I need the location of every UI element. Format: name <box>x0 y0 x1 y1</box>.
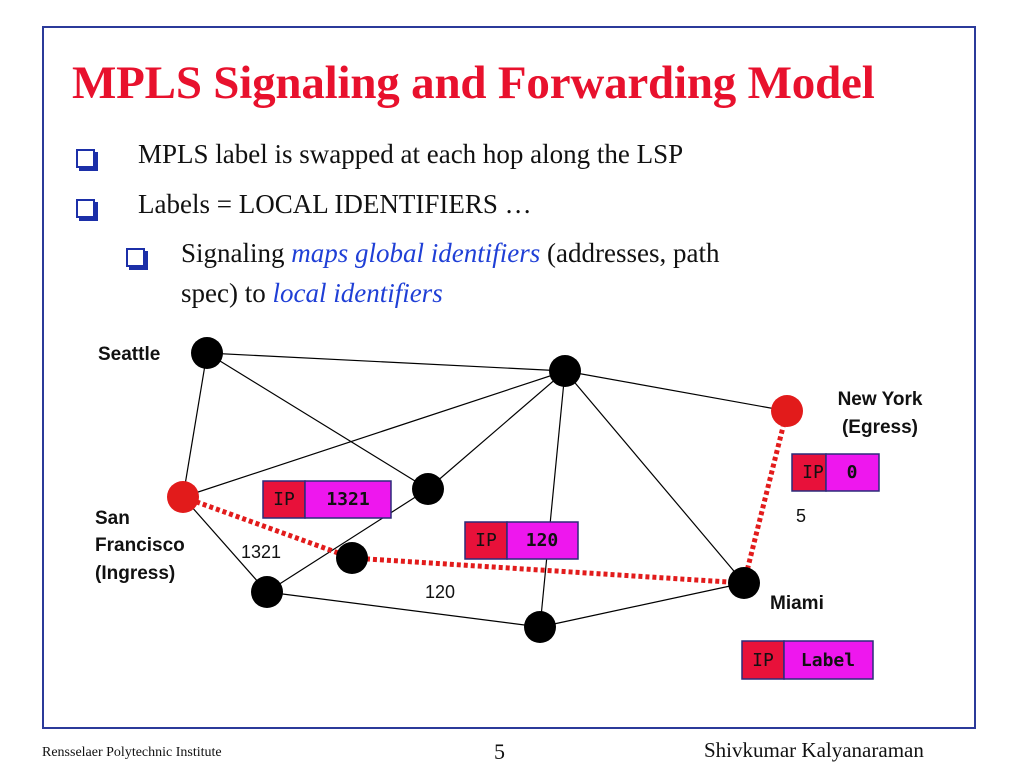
sub-bullet-text: (addresses, path <box>540 238 720 268</box>
label-new-york-role: (Egress) <box>842 417 918 438</box>
sub-bullet-text: Signaling <box>181 238 292 268</box>
checkbox-bullet-icon <box>126 248 145 267</box>
sub-bullet-line-1: Signaling maps global identifiers (addre… <box>181 238 719 269</box>
checkbox-bullet-icon <box>76 149 95 168</box>
label-text: 120 <box>526 530 559 551</box>
link <box>206 352 566 372</box>
node-san-francisco <box>167 481 199 513</box>
slide-frame <box>42 26 976 729</box>
label-text: 1321 <box>326 489 369 510</box>
ip-header-box <box>262 480 306 519</box>
link <box>539 582 745 628</box>
link <box>206 352 429 490</box>
node <box>336 542 368 574</box>
link-label: 5 <box>796 506 806 526</box>
node <box>549 355 581 387</box>
link-label: 120 <box>425 582 455 602</box>
ip-text: IP <box>752 650 774 671</box>
label-san-francisco: San <box>95 508 130 529</box>
label-text: 0 <box>847 462 858 483</box>
lsp-segment <box>182 494 353 561</box>
sub-bullet-line-2: spec) to local identifiers <box>181 278 443 309</box>
network-links <box>182 352 788 628</box>
sub-bullet-emphasis: local identifiers <box>272 278 443 308</box>
label-box <box>506 521 579 560</box>
node-new-york <box>771 395 803 427</box>
slide-title: MPLS Signaling and Forwarding Model <box>72 57 875 109</box>
sub-bullet-text: spec) to <box>181 278 273 308</box>
ip-header-box <box>791 453 827 492</box>
label-san-francisco-role: (Ingress) <box>95 563 175 584</box>
bullet-2: Labels = LOCAL IDENTIFIERS … <box>138 189 532 219</box>
label-text: Label <box>801 650 855 671</box>
label-box <box>825 453 880 492</box>
lsp-segment <box>351 555 745 586</box>
label-miami: Miami <box>770 593 824 614</box>
link <box>182 370 566 498</box>
node <box>524 611 556 643</box>
link <box>539 370 566 628</box>
label-box <box>304 480 392 519</box>
footer-author: Shivkumar Kalyanaraman <box>704 738 924 762</box>
packet-0: IP 0 <box>791 453 880 492</box>
packet-120: IP 120 <box>464 521 579 560</box>
ip-text: IP <box>475 530 497 551</box>
packet-legend: IP Label <box>741 640 874 680</box>
packet-1321: IP 1321 <box>262 480 392 519</box>
link <box>564 370 745 584</box>
ip-header-box <box>464 521 508 560</box>
label-box <box>783 640 874 680</box>
link <box>182 496 268 593</box>
link-label: 1321 <box>241 542 281 562</box>
footer-institution: Rensselaer Polytechnic Institute <box>42 745 222 760</box>
link <box>182 352 208 498</box>
node <box>412 473 444 505</box>
node-miami <box>728 567 760 599</box>
ip-text: IP <box>273 489 295 510</box>
label-san-francisco: Francisco <box>95 535 185 556</box>
bullet-1: MPLS label is swapped at each hop along … <box>138 139 684 169</box>
lsp-path <box>182 410 790 586</box>
label-new-york: New York <box>838 389 923 410</box>
lsp-segment <box>741 410 790 584</box>
node-seattle <box>191 337 223 369</box>
checkbox-bullet-icon <box>76 199 95 218</box>
page-number: 5 <box>494 739 505 764</box>
link <box>266 591 541 628</box>
link <box>266 488 429 593</box>
label-seattle: Seattle <box>98 344 160 365</box>
sub-bullet-emphasis: maps global identifiers <box>291 238 541 268</box>
link <box>427 370 566 490</box>
ip-text: IP <box>802 462 824 483</box>
link <box>564 370 788 412</box>
node <box>251 576 283 608</box>
